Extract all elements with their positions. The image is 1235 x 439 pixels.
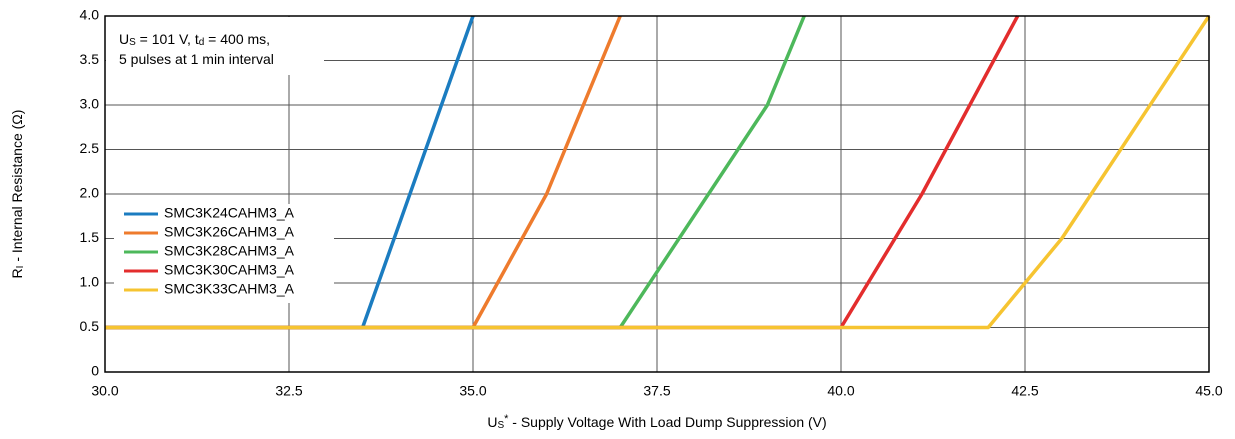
y-tick-label: 2.0 <box>80 185 100 201</box>
annotation-box <box>106 17 324 75</box>
x-tick-label: 35.0 <box>459 383 486 399</box>
text-part: S <box>129 37 136 48</box>
y-tick-label: 1.5 <box>80 229 100 245</box>
y-tick-label: 0.5 <box>80 318 100 334</box>
text-part: - Supply Voltage With Load Dump Suppress… <box>508 414 826 430</box>
text-part: - Internal Resistance (Ω) <box>9 110 25 266</box>
series-line <box>105 15 1211 330</box>
y-tick-label: 3.0 <box>80 96 100 112</box>
x-tick-label: 37.5 <box>643 383 670 399</box>
legend-label: SMC3K28CAHM3_A <box>164 243 295 259</box>
y-tick-label: 0 <box>91 363 99 379</box>
text-part: S <box>497 420 504 431</box>
y-tick-label: 2.5 <box>80 140 100 156</box>
y-tick-label: 3.5 <box>80 51 100 67</box>
legend-label: SMC3K30CAHM3_A <box>164 262 295 278</box>
legend-label: SMC3K26CAHM3_A <box>164 224 295 240</box>
x-tick-label: 30.0 <box>91 383 118 399</box>
x-axis-label: US* - Supply Voltage With Load Dump Supp… <box>487 413 826 431</box>
text-part: I <box>15 266 26 269</box>
text-part: R <box>9 268 25 278</box>
y-tick-label: 1.0 <box>80 274 100 290</box>
annotation: 5 pulses at 1 min interval <box>119 51 274 67</box>
x-tick-label: 32.5 <box>275 383 302 399</box>
text-part: U <box>487 414 497 430</box>
text-part: = 101 V, t <box>136 31 199 47</box>
text-part: * <box>504 413 509 425</box>
annotation: US = 101 V, td = 400 ms, <box>119 31 270 48</box>
legend-label: SMC3K33CAHM3_A <box>164 281 295 297</box>
text-part: d <box>199 37 205 48</box>
y-tick-label: 4.0 <box>80 7 100 23</box>
x-tick-label: 40.0 <box>827 383 854 399</box>
y-axis-label: RI - Internal Resistance (Ω) <box>9 110 26 279</box>
text-part: U <box>119 31 129 47</box>
x-tick-label: 42.5 <box>1011 383 1038 399</box>
x-tick-label: 45.0 <box>1195 383 1222 399</box>
text-part: 5 pulses at 1 min interval <box>119 51 274 67</box>
plot-frame <box>104 15 1210 373</box>
legend-label: SMC3K24CAHM3_A <box>164 205 295 221</box>
text-part: = 400 ms, <box>204 31 270 47</box>
